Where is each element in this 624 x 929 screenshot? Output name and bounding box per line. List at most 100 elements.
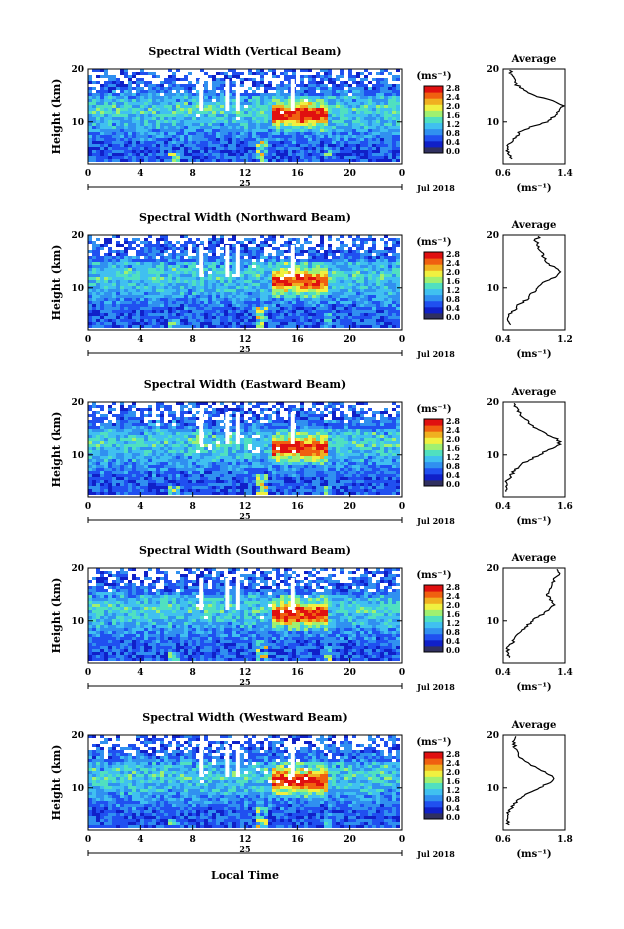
colorbar-segment bbox=[424, 300, 443, 308]
average-line bbox=[505, 736, 555, 826]
average-profile: Average 10 20 0.6 1.8 (ms⁻¹) bbox=[486, 720, 572, 860]
average-title: Average bbox=[511, 220, 557, 231]
data-gap bbox=[199, 79, 204, 111]
colorbar-tick-label: 2.4 bbox=[446, 258, 460, 268]
colorbar-segment bbox=[424, 752, 443, 759]
colorbar-unit: (ms⁻¹) bbox=[416, 237, 451, 248]
x-tick-label: 20 bbox=[343, 502, 356, 512]
colorbar-frame bbox=[423, 751, 444, 820]
x-tick-label: 4 bbox=[137, 668, 143, 678]
colorbar-segment bbox=[424, 782, 443, 790]
x-tick-label: 0 bbox=[399, 169, 405, 179]
panel-1: Spectral Width (Northward Beam) 10 20 Heigh… bbox=[50, 211, 573, 360]
average-y-tick-label: 20 bbox=[486, 231, 499, 241]
colorbar-unit: (ms⁻¹) bbox=[416, 404, 451, 415]
colorbar-tick-label: 0.4 bbox=[446, 470, 460, 480]
panel-title: Spectral Width (Southward Beam) bbox=[139, 544, 351, 557]
colorbar: 0.00.40.81.21.62.02.42.8 bbox=[423, 249, 460, 322]
colorbar-tick-label: 1.2 bbox=[446, 618, 460, 628]
average-x-tick-label: 0.6 bbox=[495, 835, 511, 845]
average-y-tick-label: 10 bbox=[486, 451, 499, 461]
average-x-label: (ms⁻¹) bbox=[516, 349, 551, 360]
colorbar-segment bbox=[424, 615, 443, 623]
x-tick-label: 0 bbox=[399, 502, 405, 512]
colorbar-segment bbox=[424, 764, 443, 771]
colorbar-unit: (ms⁻¹) bbox=[416, 737, 451, 748]
y-tick-label: 10 bbox=[71, 118, 84, 128]
average-x-tick-label: 0.4 bbox=[495, 502, 511, 512]
colorbar-segment bbox=[424, 806, 443, 814]
colorbar-segment bbox=[424, 585, 443, 592]
colorbar-tick-label: 0.0 bbox=[446, 312, 460, 322]
colorbar-segment bbox=[424, 306, 443, 314]
x-tick-label: 8 bbox=[190, 502, 196, 512]
colorbar-segment bbox=[424, 473, 443, 481]
data-gap bbox=[235, 412, 240, 444]
colorbar-segment bbox=[424, 431, 443, 438]
y-tick-label: 20 bbox=[71, 398, 84, 408]
colorbar-tick-label: 1.6 bbox=[446, 776, 460, 786]
y-axis-label: Height (km) bbox=[50, 745, 63, 821]
data-gap bbox=[235, 245, 240, 277]
average-profile: Average 10 20 0.6 1.4 (ms⁻¹) bbox=[486, 54, 572, 194]
colorbar-segment bbox=[424, 294, 443, 302]
heatmap bbox=[88, 735, 400, 828]
colorbar-unit: (ms⁻¹) bbox=[416, 570, 451, 581]
average-x-tick-label: 1.8 bbox=[557, 835, 573, 845]
colorbar-segment bbox=[424, 264, 443, 271]
x-tick-label: 20 bbox=[343, 335, 356, 345]
x-tick-label: 0 bbox=[399, 668, 405, 678]
colorbar-tick-label: 2.0 bbox=[446, 434, 460, 444]
average-y-tick-label: 20 bbox=[486, 731, 499, 741]
y-tick-label: 20 bbox=[71, 65, 84, 75]
x-tick-label: 20 bbox=[343, 668, 356, 678]
colorbar-segment bbox=[424, 479, 443, 487]
colorbar-segment bbox=[424, 443, 443, 450]
average-title: Average bbox=[511, 720, 557, 731]
colorbar-segment bbox=[424, 639, 443, 647]
colorbar-segment bbox=[424, 110, 443, 117]
day-label: 25 bbox=[239, 844, 250, 854]
x-tick-label: 16 bbox=[291, 502, 304, 512]
colorbar-tick-label: 0.4 bbox=[446, 636, 460, 646]
panel-title: Spectral Width (Westward Beam) bbox=[142, 711, 347, 724]
colorbar: 0.00.40.81.21.62.02.42.8 bbox=[423, 749, 460, 822]
colorbar-tick-label: 0.8 bbox=[446, 627, 460, 637]
x-tick-label: 8 bbox=[190, 169, 196, 179]
x-tick-label: 16 bbox=[291, 169, 304, 179]
colorbar-segment bbox=[424, 633, 443, 641]
heatmap bbox=[88, 402, 400, 495]
colorbar-segment bbox=[424, 92, 443, 99]
data-gap bbox=[235, 79, 240, 111]
x-tick-label: 4 bbox=[137, 169, 143, 179]
colorbar-tick-label: 2.4 bbox=[446, 425, 460, 435]
average-y-tick-label: 20 bbox=[486, 398, 499, 408]
colorbar-tick-label: 2.8 bbox=[446, 83, 460, 93]
x-tick-label: 0 bbox=[85, 169, 91, 179]
y-tick-label: 20 bbox=[71, 564, 84, 574]
colorbar-segment bbox=[424, 312, 443, 320]
y-axis-label: Height (km) bbox=[50, 79, 63, 155]
x-tick-label: 20 bbox=[343, 169, 356, 179]
panel-3: Spectral Width (Southward Beam) 10 20 Heigh… bbox=[50, 544, 573, 693]
data-gap bbox=[225, 79, 230, 111]
day-label: 25 bbox=[239, 677, 250, 687]
colorbar-segment bbox=[424, 258, 443, 265]
colorbar-segment bbox=[424, 252, 443, 259]
colorbar-tick-label: 2.0 bbox=[446, 267, 460, 277]
colorbar-tick-label: 1.6 bbox=[446, 609, 460, 619]
x-tick-label: 0 bbox=[85, 668, 91, 678]
average-x-label: (ms⁻¹) bbox=[516, 849, 551, 860]
panel-2: Spectral Width (Eastward Beam) 10 20 Height… bbox=[50, 378, 573, 527]
x-tick-label: 16 bbox=[291, 668, 304, 678]
x-tick-label: 0 bbox=[399, 335, 405, 345]
x-tick-label: 12 bbox=[239, 502, 252, 512]
average-line bbox=[506, 235, 562, 326]
heatmap bbox=[88, 69, 400, 162]
data-gap bbox=[199, 245, 204, 277]
average-y-tick-label: 10 bbox=[486, 118, 499, 128]
data-gap bbox=[290, 412, 295, 444]
average-profile: Average 10 20 0.4 1.2 (ms⁻¹) bbox=[486, 220, 572, 360]
day-label: 25 bbox=[239, 344, 250, 354]
colorbar-tick-label: 2.8 bbox=[446, 582, 460, 592]
